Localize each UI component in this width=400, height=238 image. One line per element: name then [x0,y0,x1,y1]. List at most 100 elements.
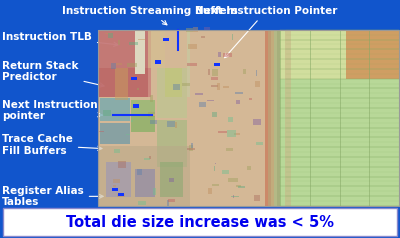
Bar [98,69,148,97]
Bar [228,118,233,122]
Bar [116,63,122,65]
Bar [98,30,399,206]
Bar [114,185,116,187]
Bar [144,158,150,160]
Text: Total die size increase was < 5%: Total die size increase was < 5% [66,214,334,230]
Bar [160,162,183,197]
Bar [217,83,220,90]
Bar [150,94,153,101]
Bar [236,185,241,187]
Bar [211,77,218,79]
Bar [256,142,263,145]
Bar [346,30,399,79]
Text: Trace Cache
Fill Buffers: Trace Cache Fill Buffers [2,134,102,156]
Bar [98,146,190,206]
Bar [150,120,157,124]
Bar [111,63,116,69]
Bar [118,40,120,45]
Bar [132,116,155,132]
Bar [137,169,142,175]
Text: Next Instruction Pointer: Next Instruction Pointer [195,6,337,58]
Bar [182,83,190,86]
Bar [268,30,271,206]
Bar [187,63,197,65]
Bar [212,184,219,186]
Bar [228,178,238,182]
Bar [156,69,186,118]
Bar [211,84,218,87]
Bar [256,70,257,76]
Bar [98,30,152,97]
Bar [253,119,261,125]
Bar [208,188,212,194]
Text: Instruction Streaming Buffers: Instruction Streaming Buffers [62,6,238,25]
Bar [136,88,139,90]
Bar [138,201,146,205]
Bar [135,169,155,197]
Bar [254,195,260,202]
Text: Next Instruction
pointer: Next Instruction pointer [2,100,103,121]
Bar [227,130,236,137]
Bar [249,98,252,100]
Bar [106,162,132,197]
Bar [204,27,210,30]
Bar [175,122,177,128]
Bar [138,39,146,40]
Bar [133,104,139,108]
Bar [265,30,280,206]
Bar [98,30,148,69]
Bar [127,63,136,67]
Bar [271,30,274,206]
Bar [234,133,240,135]
Bar [103,110,111,116]
Bar [196,93,203,95]
Bar [148,112,155,117]
Bar [167,121,175,127]
Bar [208,69,210,75]
Bar [190,145,193,151]
Bar [126,134,130,135]
Bar [277,30,280,206]
Bar [235,92,243,94]
Bar [232,34,233,40]
Bar [236,99,240,104]
Bar [100,99,130,121]
Bar [247,166,250,170]
Bar [3,208,397,236]
Bar [132,100,155,114]
Bar [274,30,277,206]
Bar [186,30,190,97]
Bar [168,199,175,203]
Bar [131,120,133,122]
Bar [148,30,165,69]
Bar [244,69,246,74]
Bar [191,143,193,148]
Bar [150,156,152,159]
Bar [238,186,244,188]
Bar [255,81,260,87]
Bar [167,200,169,206]
Bar [98,30,265,206]
Bar [165,69,182,97]
Bar [200,36,205,38]
Bar [117,193,125,197]
Bar [99,131,104,132]
Bar [230,196,239,197]
Bar [131,77,137,80]
Bar [153,188,156,195]
Bar [218,131,228,133]
Text: Register Alias
Tables: Register Alias Tables [2,186,103,207]
Bar [188,148,195,150]
Bar [114,149,120,153]
Bar [285,30,291,206]
Bar [104,33,110,34]
Bar [280,30,346,79]
Bar [223,54,232,57]
Bar [169,178,174,182]
Bar [156,119,186,167]
Bar [135,30,145,74]
Bar [218,52,221,57]
Bar [222,170,229,174]
Bar [215,163,216,164]
Bar [193,27,198,32]
